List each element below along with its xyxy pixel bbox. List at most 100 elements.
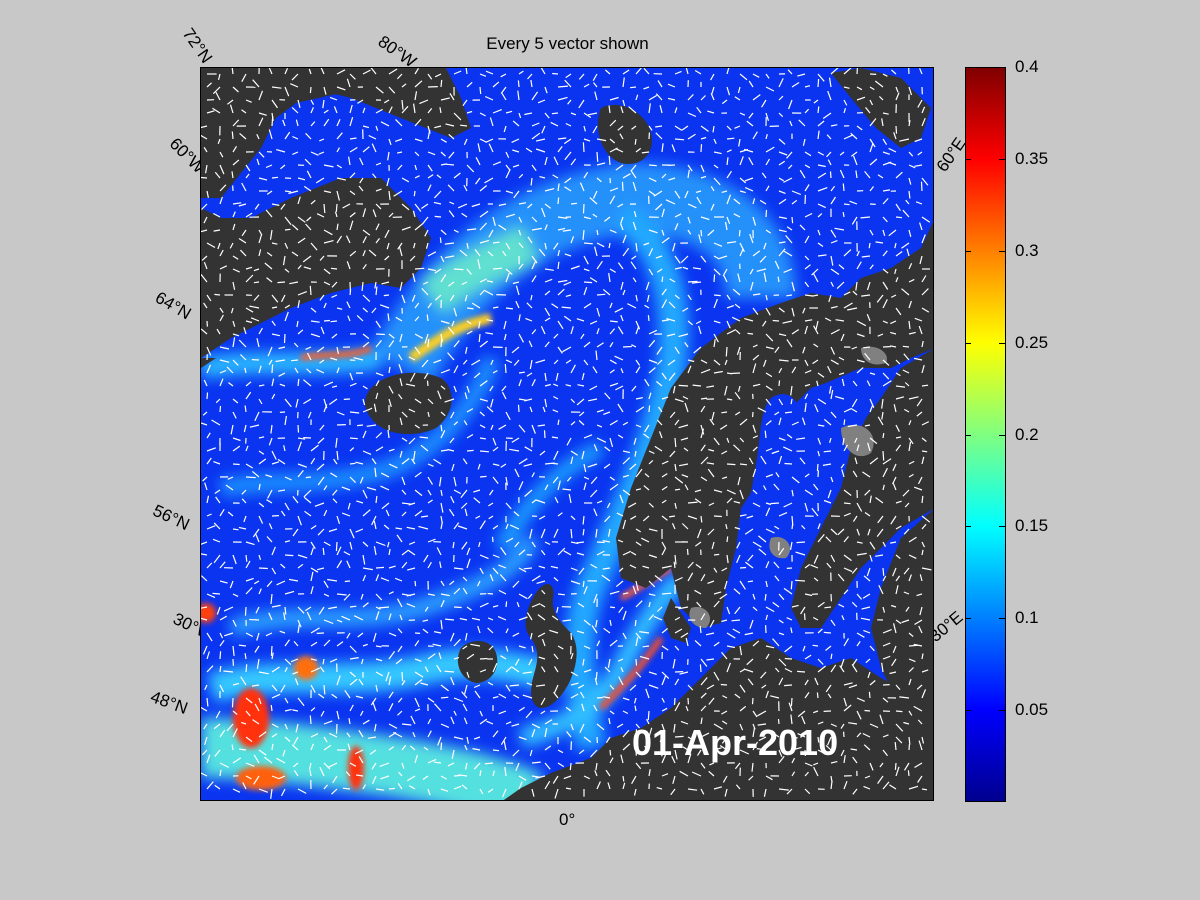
vector-arrow <box>408 408 416 413</box>
vector-arrow <box>219 632 224 639</box>
vector-arrow <box>826 562 832 569</box>
vector-arrow <box>635 325 640 335</box>
vector-arrow <box>315 177 325 184</box>
vector-arrow <box>666 333 676 337</box>
vector-arrow <box>215 398 221 404</box>
vector-arrow <box>331 333 338 339</box>
vector-arrow <box>450 716 455 725</box>
vector-arrow <box>310 151 319 156</box>
vector-arrow <box>206 346 212 356</box>
vector-arrow <box>593 593 598 604</box>
vector-arrow <box>401 294 406 304</box>
vector-arrow <box>576 541 585 544</box>
vector-arrow <box>904 502 910 508</box>
vector-arrow <box>921 541 926 548</box>
vector-arrow <box>323 580 329 589</box>
vector-arrow <box>908 736 911 745</box>
vector-arrow <box>551 615 559 621</box>
vector-arrow <box>752 468 757 478</box>
vector-arrow <box>656 419 663 426</box>
vector-arrow <box>869 229 874 236</box>
vector-arrow <box>824 606 832 609</box>
vector-arrow <box>617 262 624 270</box>
vector-arrow <box>539 176 546 179</box>
vector-arrow <box>752 435 758 439</box>
vector-arrow <box>323 639 331 647</box>
vector-arrow <box>258 234 263 244</box>
vector-arrow <box>895 307 902 316</box>
vector-arrow <box>514 658 520 666</box>
vector-arrow <box>813 483 819 491</box>
vector-arrow <box>206 447 217 452</box>
vector-arrow <box>830 255 834 266</box>
vector-arrow <box>367 736 377 739</box>
vector-arrow <box>540 550 546 556</box>
vector-arrow <box>849 200 858 205</box>
vector-arrow <box>419 436 429 439</box>
vector-arrow <box>856 502 863 512</box>
vector-arrow <box>384 229 390 239</box>
vector-arrow <box>305 223 312 231</box>
vector-arrow <box>747 332 754 335</box>
vector-arrow <box>674 70 682 75</box>
vector-arrow <box>322 547 325 556</box>
vector-arrow <box>789 541 793 551</box>
vector-arrow <box>388 746 395 751</box>
vector-arrow <box>453 567 464 570</box>
vector-arrow <box>840 658 845 668</box>
vector-arrow <box>409 745 416 751</box>
vector-arrow <box>786 294 793 297</box>
vector-arrow <box>674 437 677 448</box>
vector-arrow <box>609 476 615 481</box>
vector-arrow <box>544 86 548 94</box>
vector-arrow <box>692 384 702 387</box>
vector-arrow <box>557 96 568 101</box>
vector-arrow <box>648 614 655 621</box>
vector-arrow <box>473 762 481 770</box>
vector-arrow <box>804 383 811 387</box>
vector-arrow <box>902 489 910 497</box>
vector-arrow <box>531 227 542 231</box>
vector-arrow <box>570 158 577 166</box>
vector-arrow <box>907 770 910 777</box>
vector-arrow <box>388 650 396 660</box>
vector-arrow <box>726 194 732 205</box>
colorbar-tick-label: 0.15 <box>1015 516 1049 536</box>
vector-arrow <box>323 190 332 194</box>
vector-arrow <box>423 554 429 563</box>
vector-arrow <box>852 470 858 478</box>
vector-arrow <box>617 125 624 131</box>
vector-arrow <box>687 736 695 741</box>
vector-arrow <box>354 749 364 755</box>
vector-arrow <box>297 619 302 628</box>
vector-arrow <box>427 164 433 172</box>
vector-arrow <box>687 164 693 172</box>
vector-arrow <box>749 233 754 244</box>
vector-arrow <box>577 384 585 387</box>
vector-arrow <box>345 771 351 777</box>
vector-arrow <box>317 528 325 536</box>
vector-arrow <box>687 501 698 504</box>
vector-arrow <box>661 208 665 218</box>
vector-arrow <box>316 346 325 353</box>
vector-arrow <box>213 229 221 232</box>
vector-arrow <box>349 704 354 712</box>
vector-arrow <box>736 554 741 563</box>
vector-arrow <box>466 558 471 569</box>
vector-arrow <box>882 567 885 576</box>
vector-arrow <box>540 528 546 539</box>
vector-arrow <box>804 294 813 297</box>
vector-arrow <box>592 366 598 374</box>
vector-arrow <box>310 547 314 556</box>
vector-arrow <box>713 567 718 573</box>
vector-arrow <box>292 151 299 155</box>
vector-arrow <box>232 398 239 404</box>
vector-arrow <box>635 366 641 374</box>
vector-arrow <box>245 274 254 283</box>
vector-arrow <box>245 554 248 562</box>
vector-arrow <box>368 134 377 140</box>
vector-arrow <box>479 210 489 218</box>
vector-arrow <box>895 723 904 732</box>
vector-arrow <box>648 125 653 131</box>
vector-arrow <box>453 736 464 740</box>
